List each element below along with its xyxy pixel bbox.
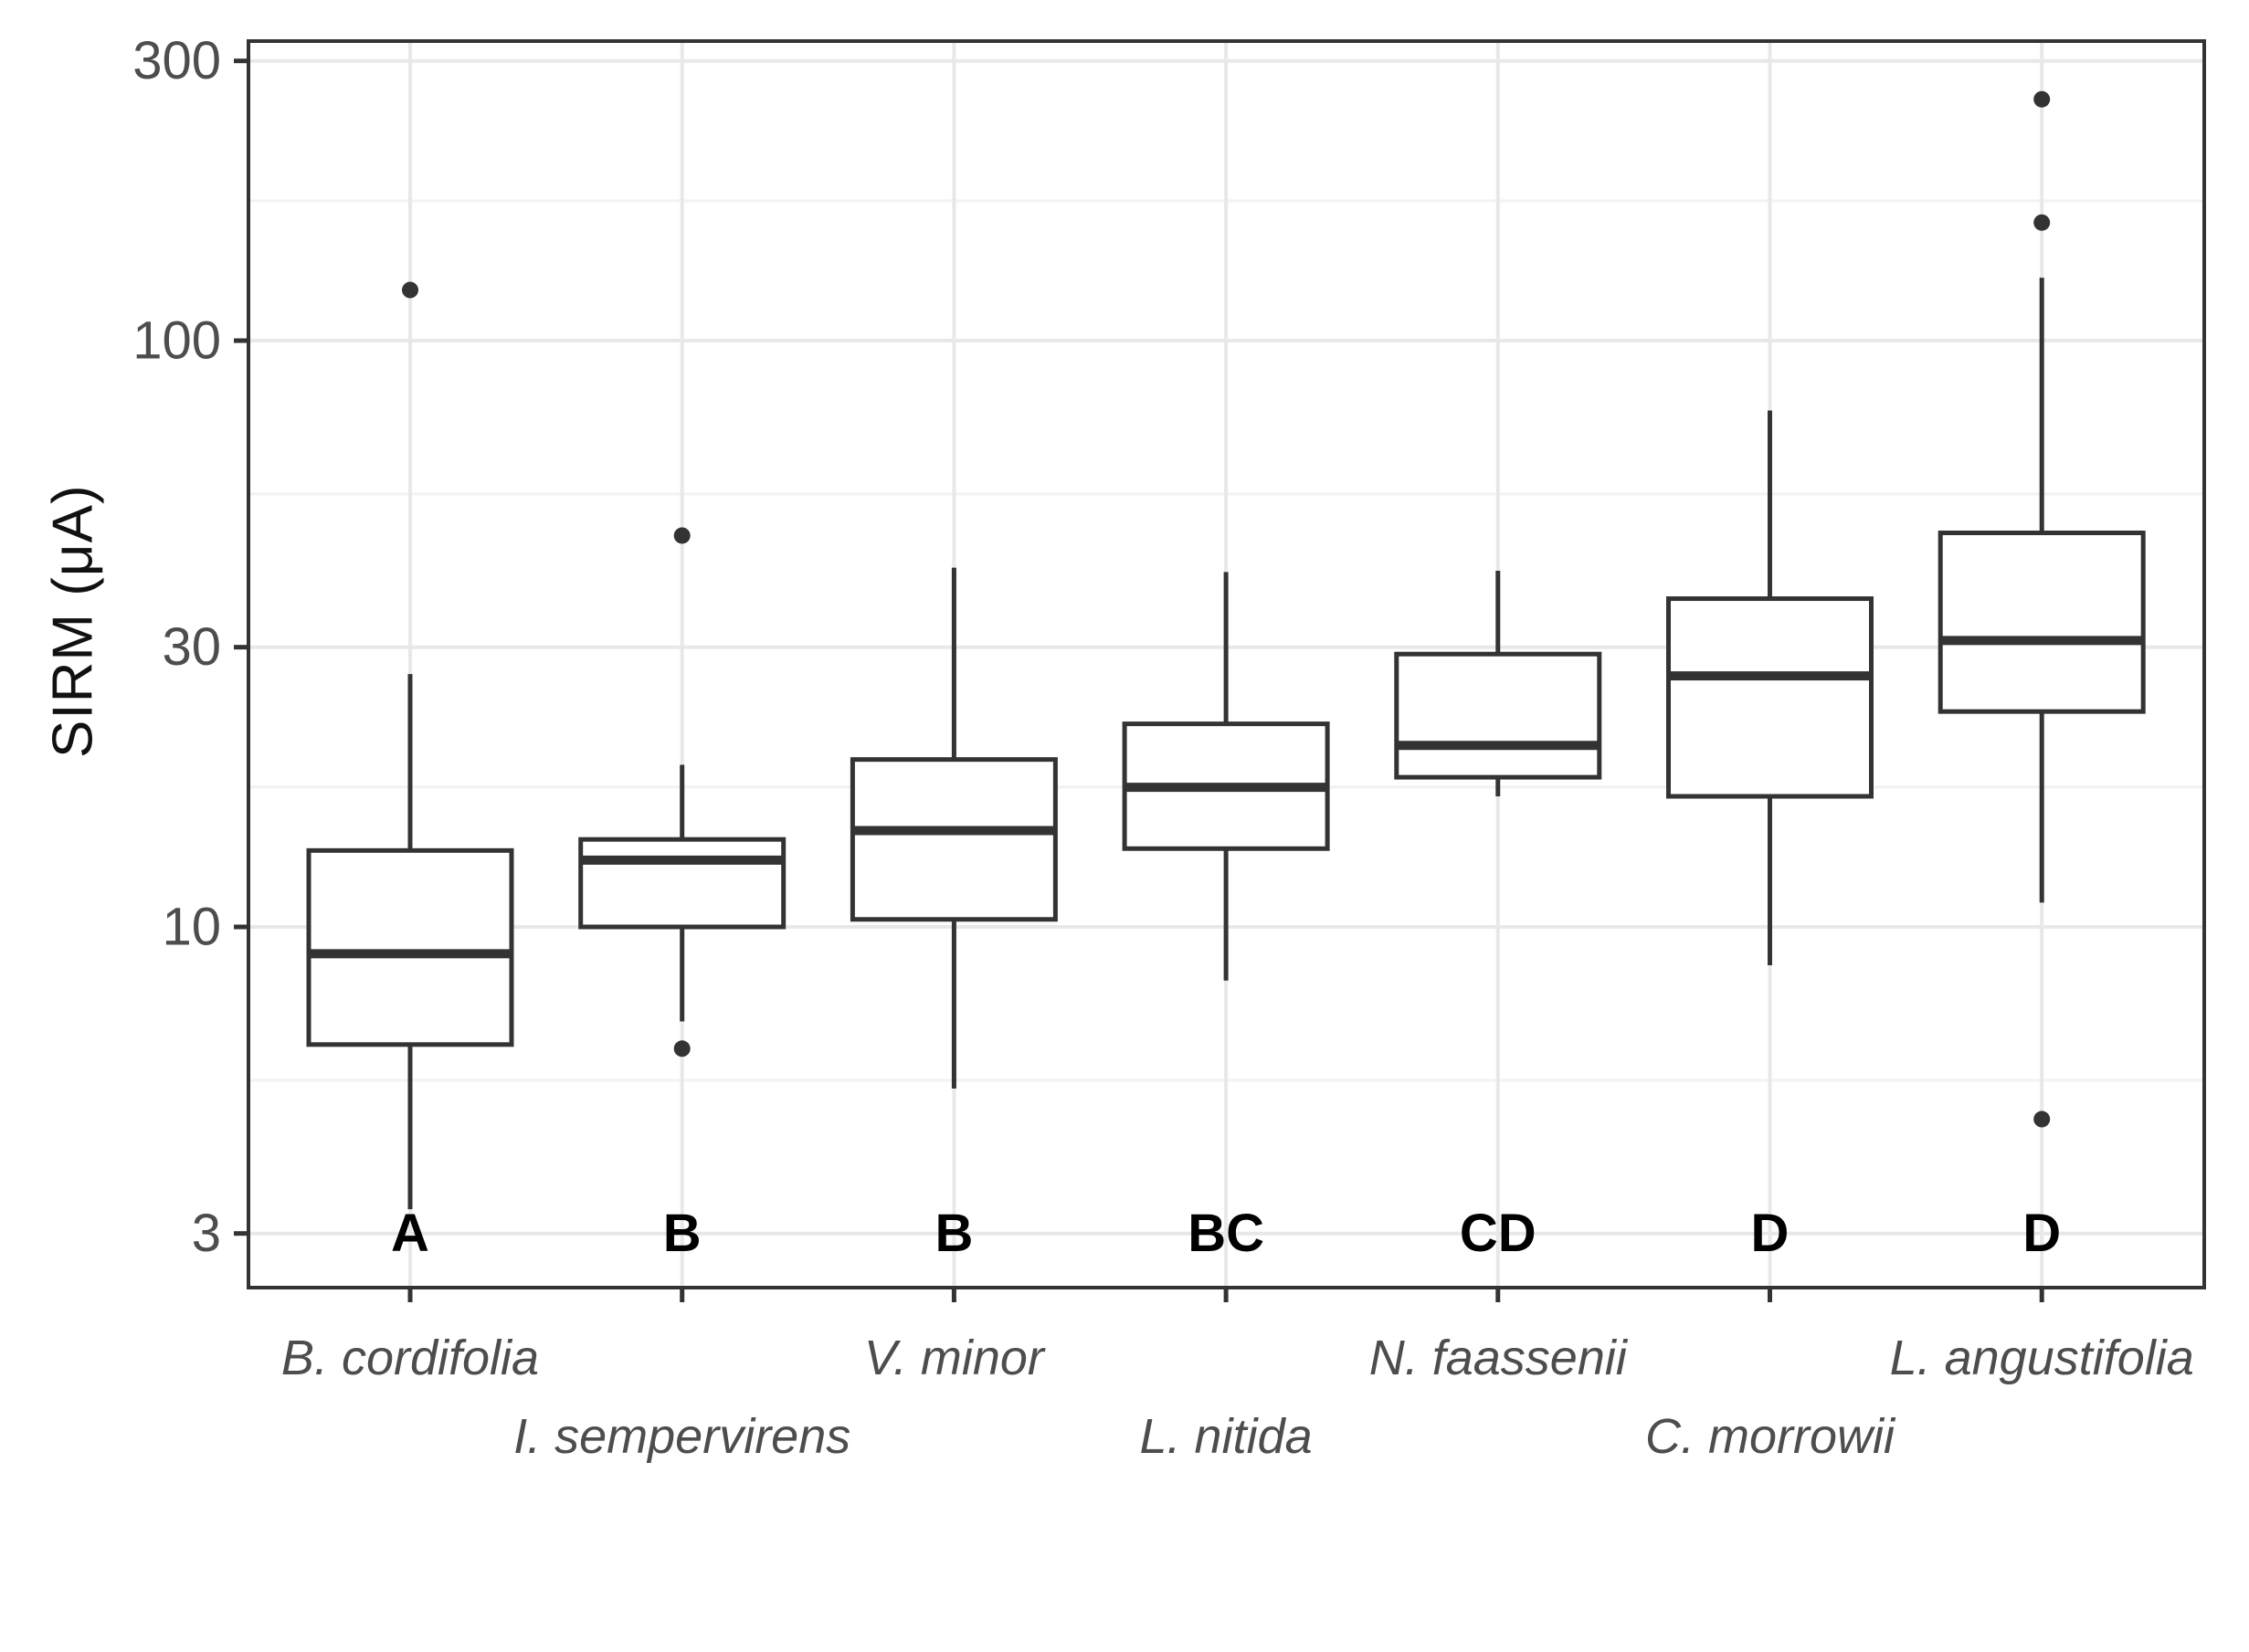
- significance-letter: B: [663, 1204, 702, 1263]
- y-tick-label: 10: [162, 898, 221, 957]
- significance-letter: BC: [1188, 1204, 1264, 1263]
- outlier-point: [2033, 214, 2051, 231]
- x-category-label: B. cordifolia: [281, 1331, 539, 1385]
- outlier-point: [673, 1040, 691, 1057]
- outlier-point: [2033, 90, 2051, 108]
- box-iqr: [1938, 531, 2146, 714]
- outlier-point: [402, 281, 418, 299]
- x-category-label: L. nitida: [1140, 1409, 1313, 1464]
- y-tick-label: 3: [192, 1204, 221, 1263]
- box-iqr: [850, 757, 1058, 922]
- box-iqr: [306, 847, 514, 1047]
- y-tick-label: 300: [132, 31, 221, 90]
- y-tick-label: 30: [162, 617, 221, 677]
- box-iqr: [1666, 596, 1874, 799]
- x-category-label: V. minor: [864, 1331, 1046, 1385]
- x-category-label: I. sempervirens: [513, 1409, 850, 1464]
- significance-letter: D: [2022, 1204, 2061, 1263]
- box-iqr: [1394, 651, 1602, 780]
- significance-letter: B: [934, 1204, 973, 1263]
- x-category-label: L. angustifolia: [1890, 1331, 2194, 1385]
- significance-letter: CD: [1460, 1204, 1536, 1263]
- y-tick-label: 100: [132, 311, 221, 371]
- x-category-label: C. morrowii: [1645, 1409, 1896, 1464]
- y-axis-title: SIRM (μA): [41, 484, 105, 758]
- x-category-label: N. faassenii: [1369, 1331, 1629, 1385]
- significance-letter: D: [1751, 1204, 1790, 1263]
- significance-letter: A: [391, 1204, 429, 1263]
- outlier-point: [673, 527, 691, 544]
- box-iqr: [578, 837, 787, 930]
- outlier-point: [2033, 1110, 2051, 1128]
